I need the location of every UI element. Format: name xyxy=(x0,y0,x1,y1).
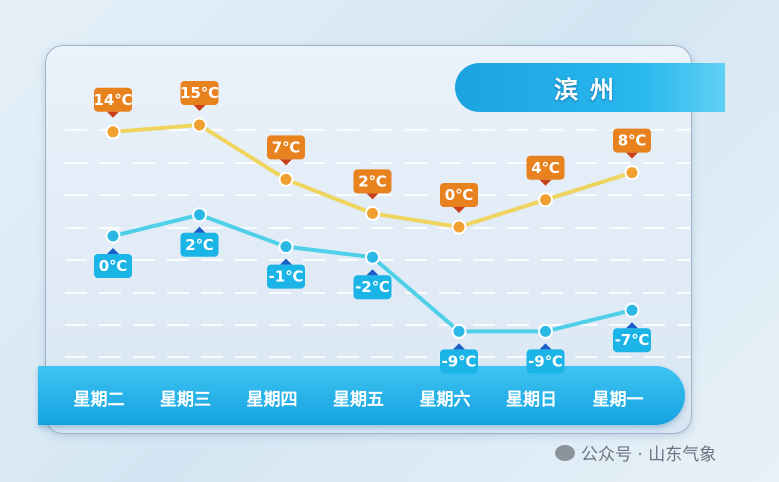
data-label: -9℃ xyxy=(528,352,563,370)
x-tick-label: 星期三 xyxy=(160,390,211,410)
x-tick-label: 星期五 xyxy=(333,390,384,410)
data-label: -1℃ xyxy=(269,268,304,286)
data-point xyxy=(365,205,380,221)
data-point xyxy=(451,219,467,235)
data-label-box xyxy=(613,328,651,353)
data-label-pointer xyxy=(280,258,292,265)
x-tick-label: 星期四 xyxy=(247,390,298,410)
data-label-box xyxy=(94,87,132,112)
data-label-box xyxy=(353,169,392,194)
data-point xyxy=(624,165,640,181)
data-label-box xyxy=(440,349,478,374)
data-label-pointer xyxy=(453,207,465,213)
data-point xyxy=(365,249,380,265)
day-bar xyxy=(38,366,685,425)
data-label-pointer xyxy=(626,322,638,329)
data-label-pointer xyxy=(107,111,119,118)
data-label: 14℃ xyxy=(93,91,132,109)
data-label: 0℃ xyxy=(445,186,474,204)
data-point xyxy=(538,323,553,339)
data-point xyxy=(105,124,121,140)
x-tick-label: 星期一 xyxy=(593,390,644,410)
x-tick-label: 星期六 xyxy=(420,389,471,410)
city-title: 滨州 xyxy=(455,63,725,112)
data-label-box xyxy=(180,81,219,105)
x-tick-label: 星期日 xyxy=(506,390,557,410)
data-point xyxy=(624,302,640,318)
data-label: 4℃ xyxy=(531,159,560,177)
data-label-pointer xyxy=(193,105,206,111)
data-point xyxy=(192,207,207,223)
data-label: -7℃ xyxy=(615,331,650,349)
data-label-pointer xyxy=(453,343,465,350)
data-label-box xyxy=(94,254,132,278)
data-label-pointer xyxy=(366,193,379,200)
data-point xyxy=(278,239,294,255)
data-label: -9℃ xyxy=(442,352,477,370)
data-label: 2℃ xyxy=(185,236,214,254)
data-label: 8℃ xyxy=(618,132,647,150)
data-label-pointer xyxy=(626,152,638,159)
data-label-box xyxy=(613,128,651,153)
data-point xyxy=(192,117,207,133)
data-label: 2℃ xyxy=(358,172,387,190)
data-label-box xyxy=(267,135,305,160)
wechat-icon xyxy=(555,444,575,461)
watermark: 公众号 · 山东气象 xyxy=(555,440,716,465)
city-name: 滨州 xyxy=(554,76,626,104)
data-point xyxy=(451,323,467,339)
data-point xyxy=(278,171,294,187)
data-label-pointer xyxy=(107,248,119,254)
data-label-box xyxy=(526,155,565,180)
data-label-pointer xyxy=(539,179,552,186)
x-tick-label: 星期二 xyxy=(74,390,125,410)
data-point xyxy=(105,228,121,244)
data-label-pointer xyxy=(366,269,379,276)
data-label-box xyxy=(526,349,565,374)
data-label-box xyxy=(440,183,478,207)
data-label-pointer xyxy=(280,159,292,166)
watermark-text: 公众号 · 山东气象 xyxy=(581,445,717,465)
data-label-box xyxy=(267,264,305,289)
data-label-pointer xyxy=(193,226,206,233)
data-label-box xyxy=(180,232,219,257)
data-label: -2℃ xyxy=(355,278,390,296)
data-label: 7℃ xyxy=(272,138,301,156)
data-label: 0℃ xyxy=(99,257,128,275)
data-point xyxy=(538,192,553,208)
data-label-box xyxy=(353,275,392,300)
data-label: 15℃ xyxy=(180,84,219,102)
data-label-pointer xyxy=(539,343,552,350)
